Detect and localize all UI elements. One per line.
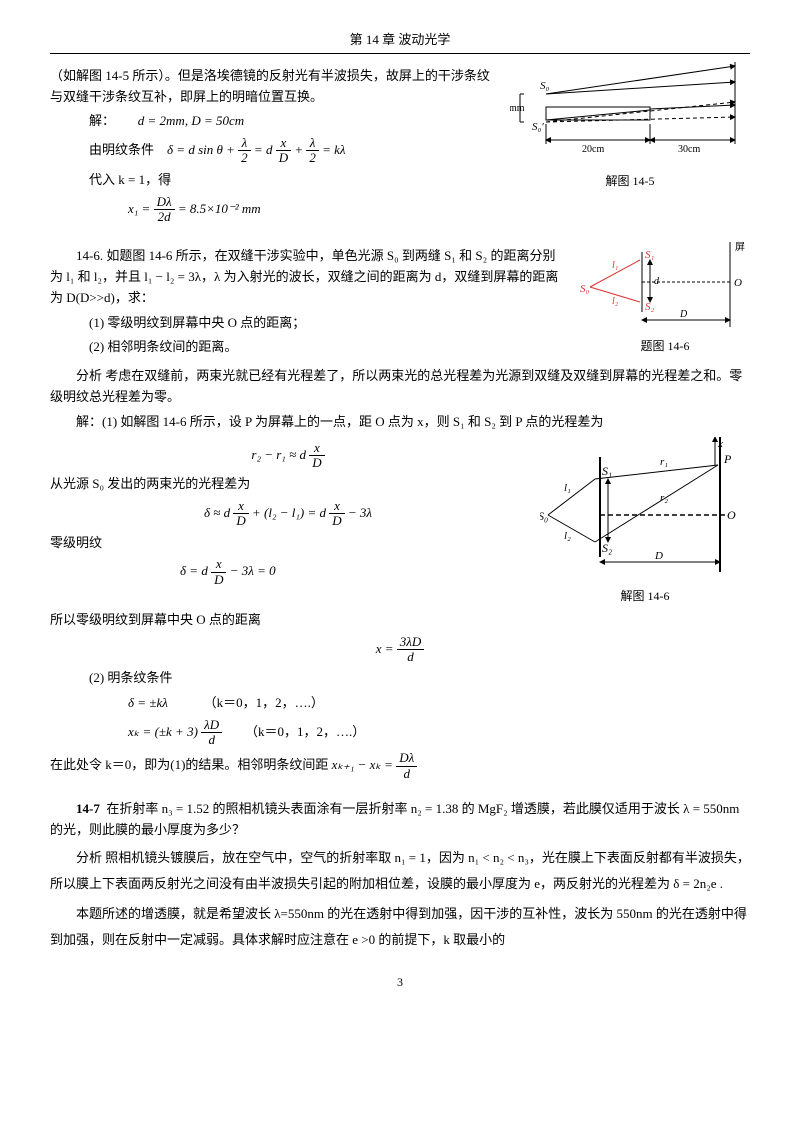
p147-para2: 本题所述的增透膜，就是希望波长 λ=550nm 的光在透射中得到加强，因干涉的互… (50, 901, 750, 953)
svg-text:D: D (654, 550, 663, 562)
so-zero-dist: 所以零级明纹到屏幕中央 O 点的距离 (50, 610, 750, 631)
zero-fringe: 零级明纹 (50, 533, 526, 554)
intro-text: （如解图 14-5 所示）。但是洛埃德镜的反射光有半波损失，故屏上的干涉条纹与双… (50, 66, 496, 108)
p147-head: 14-7 在折射率 n₃ = 1.52 的照相机镜头表面涂有一层折射率 n₂ =… (50, 799, 750, 841)
sol2-label: (2) 明条纹条件 (50, 668, 750, 689)
svg-text:l₁: l₁ (612, 260, 618, 271)
svg-text:S₂: S₂ (645, 301, 655, 313)
svg-text:S₀: S₀ (580, 283, 590, 295)
eq-x1: x₁ = Dλ2d = 8.5×10⁻² mm (50, 195, 496, 225)
svg-text:30cm: 30cm (678, 144, 700, 155)
p146-head: 14-6. 如题图 14-6 所示，在双缝干涉实验中，单色光源 S₀ 到两缝 S… (50, 246, 566, 308)
svg-text:O: O (734, 277, 742, 289)
svg-text:r₁: r₁ (660, 456, 668, 468)
eq-xk: xₖ = (±k + 3) λDd （k＝0，1，2，….） (50, 718, 750, 748)
svg-text:20cm: 20cm (582, 144, 604, 155)
figure-14-6q: S₀ S₁ S₂ l₁ l₂ d D O 屏 题图 14-6 (580, 242, 750, 356)
svg-text:D: D (679, 309, 688, 320)
figure-14-6s: S₀ S₁ S₂ l₁ l₂ r₁ r₂ P O x D 解图 14-6 (540, 437, 750, 606)
eq-delta1: δ = d sin θ + λ2 = d xD + λ2 = kλ (167, 142, 346, 157)
fig6-caption: 解图 14-6 (540, 587, 750, 606)
fig5-caption: 解图 14-5 (510, 172, 750, 191)
k0-line: 在此处令 k＝0，即为(1)的结果。相邻明条纹间距 xₖ₊₁ − xₖ = Dλ… (50, 751, 750, 781)
p146-q2: (2) 相邻明条纹间的距离。 (50, 337, 566, 358)
sub-k1: 代入 k = 1，得 (50, 170, 496, 191)
bright-cond-label: 由明纹条件 (89, 142, 154, 157)
svg-text:O: O (727, 508, 736, 522)
svg-text:S₀: S₀ (540, 80, 550, 92)
eq-x: x = 3λDd (50, 635, 750, 665)
svg-text:x: x (717, 438, 723, 450)
eq-dD: d = 2mm, D = 50cm (138, 113, 244, 128)
figure-14-5: S₀ S₀′ 1mm 20cm 30cm 解图 14-5 (510, 62, 750, 191)
page-number: 3 (50, 973, 750, 992)
svg-text:1mm: 1mm (510, 103, 525, 114)
p147-analysis: 分析 照相机镜头镀膜后，放在空气中，空气的折射率取 n₁ = 1，因为 n₁ <… (50, 845, 750, 897)
svg-text:S₀′: S₀′ (532, 121, 544, 133)
svg-text:S₂: S₂ (602, 541, 612, 555)
eq-delta-kl: δ = ±kλ （k＝0，1，2，….） (50, 693, 750, 714)
eq-delta2: δ ≈ d xD + (l₂ − l₁) = d xD − 3λ (50, 499, 526, 529)
eq-r2r1: r₂ − r₁ ≈ d xD (50, 441, 526, 471)
svg-text:r₂: r₂ (660, 492, 668, 504)
p146-twopath: 从光源 S₀ 发出的两束光的光程差为 (50, 474, 526, 495)
sol-label: 解： (89, 113, 115, 128)
svg-text:S₁: S₁ (602, 464, 612, 478)
svg-text:S₀: S₀ (540, 509, 548, 523)
header-rule (50, 53, 750, 54)
fig-146q-caption: 题图 14-6 (580, 337, 750, 356)
svg-text:S₁: S₁ (645, 249, 655, 261)
chapter-header: 第 14 章 波动光学 (50, 30, 750, 51)
p146-q1: (1) 零级明纹到屏幕中央 O 点的距离； (50, 313, 566, 334)
p146-sol1: 解：(1) 如解图 14-6 所示，设 P 为屏幕上的一点，距 O 点为 x，则… (50, 412, 750, 433)
svg-text:P: P (723, 452, 732, 466)
svg-text:l₂: l₂ (564, 530, 571, 542)
svg-text:屏: 屏 (735, 242, 745, 253)
svg-text:l₁: l₁ (564, 482, 571, 494)
eq-delta3: δ = d xD − 3λ = 0 (50, 557, 526, 587)
svg-text:l₂: l₂ (612, 296, 619, 307)
p146-analysis: 分析 考虑在双缝前，两束光就已经有光程差了，所以两束光的总光程差为光源到双缝及双… (50, 366, 750, 408)
